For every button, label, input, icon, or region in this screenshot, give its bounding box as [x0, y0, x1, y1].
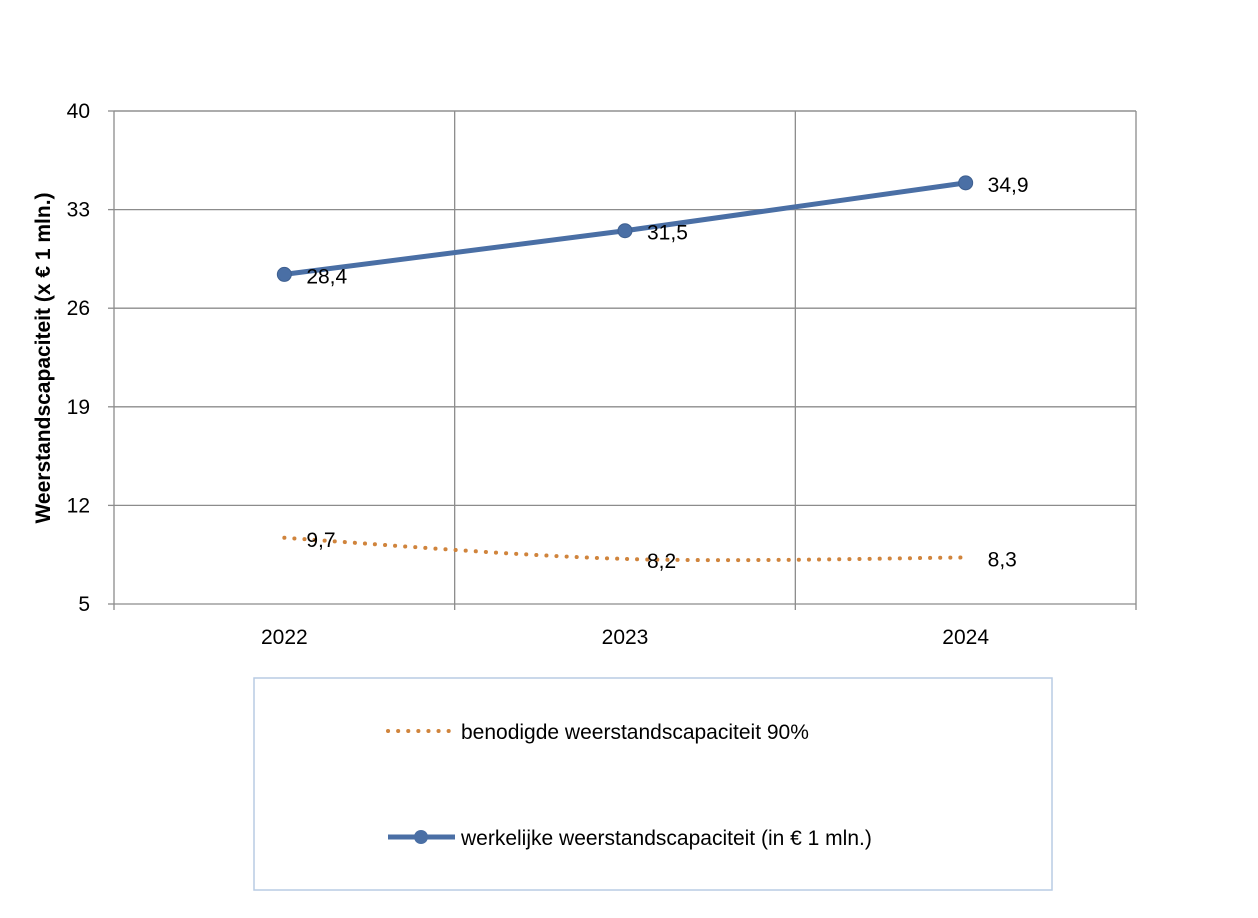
y-tick-label: 19: [67, 396, 90, 419]
y-tick-label: 12: [67, 494, 90, 517]
data-label: 9,7: [306, 529, 335, 552]
x-tick-label: 2024: [942, 626, 989, 649]
y-tick-label: 5: [78, 593, 90, 616]
legend-label: benodigde weerstandscapaciteit 90%: [461, 721, 809, 744]
data-label: 34,9: [988, 174, 1029, 197]
legend-label: werkelijke weerstandscapaciteit (in € 1 …: [460, 827, 872, 850]
data-label: 31,5: [647, 222, 688, 245]
legend-entry: benodigde weerstandscapaciteit 90%: [386, 721, 809, 744]
grid: [114, 110, 1136, 604]
x-tick-label: 2022: [261, 626, 308, 649]
x-tick-labels: 2022 2023 2024: [261, 626, 989, 649]
data-label: 8,3: [988, 549, 1017, 572]
series-benodigde: 9,7 8,2 8,3: [282, 529, 1017, 573]
data-point: [958, 175, 974, 191]
legend-marker: [414, 830, 428, 844]
data-point: [617, 223, 633, 239]
data-label: 8,2: [647, 550, 676, 573]
legend: benodigde weerstandscapaciteit 90% werkel…: [253, 677, 1053, 891]
y-axis-label: Weerstandscapaciteit (x € 1 mln.): [32, 192, 55, 523]
y-tick-labels: 5 12 19 26 33 40: [67, 100, 90, 616]
legend-box: [253, 677, 1053, 891]
y-tick-label: 26: [67, 297, 90, 320]
axes: [108, 110, 1137, 610]
series: 28,4 31,5 34,9 9,7 8,2 8,3: [276, 174, 1029, 573]
series-line: [282, 535, 968, 563]
series-werkelijke: 28,4 31,5 34,9: [276, 174, 1029, 288]
x-tick-label: 2023: [602, 626, 649, 649]
data-point: [276, 266, 292, 282]
legend-entry: werkelijke weerstandscapaciteit (in € 1 …: [388, 827, 872, 850]
y-tick-label: 40: [67, 100, 90, 123]
data-label: 28,4: [306, 265, 347, 288]
y-tick-label: 33: [67, 199, 90, 222]
